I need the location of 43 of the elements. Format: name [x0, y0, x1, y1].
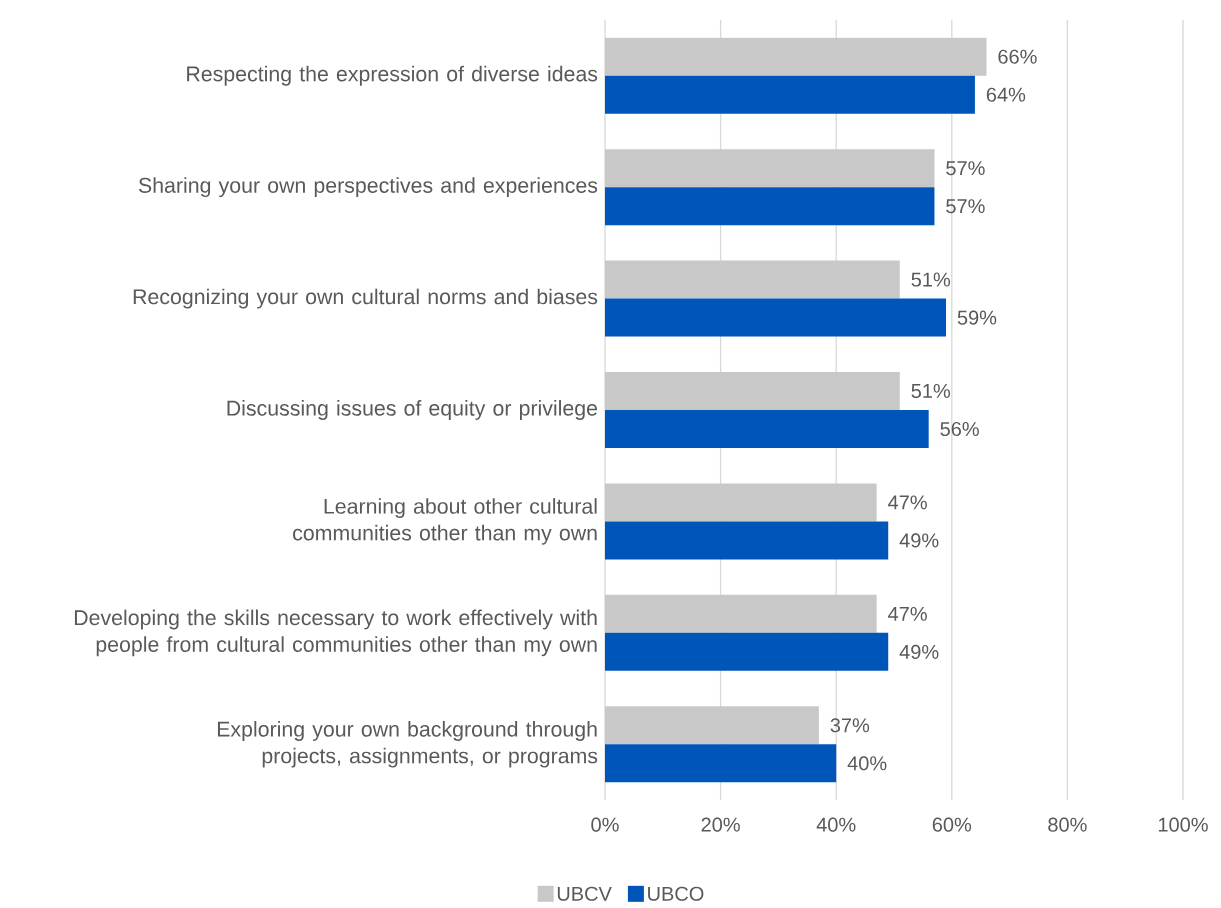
- x-tick-label: 0%: [591, 817, 619, 832]
- data-label: 57%: [946, 161, 985, 176]
- data-label: 49%: [899, 644, 939, 659]
- bar: [605, 410, 929, 449]
- bar: [605, 75, 975, 114]
- bar: [605, 521, 889, 560]
- data-label: 57%: [946, 199, 985, 214]
- x-tick-label: 20%: [701, 817, 740, 832]
- y-tick-label: Discussing issues of equity or privilege: [227, 400, 598, 420]
- y-tick-label: Developing the skills necessary to work effectively with people from cultural communities other than my own: [74, 609, 597, 657]
- data-label: 59%: [957, 310, 997, 325]
- y-tick-label: Learning about other cultural communities other than my own: [293, 498, 597, 545]
- y-tick-label: Exploring your own background through projects, assignments, or programs: [217, 721, 598, 768]
- legend-label: UBCV: [557, 886, 612, 901]
- data-label: 66%: [998, 49, 1037, 64]
- bar: [605, 298, 947, 337]
- data-label: 51%: [911, 383, 951, 399]
- data-label: 49%: [899, 533, 939, 548]
- data-label: 56%: [940, 421, 979, 437]
- bar: [605, 37, 987, 76]
- y-tick-label: Sharing your own perspectives and experiences: [138, 177, 598, 198]
- x-tick-label: 60%: [932, 817, 972, 832]
- data-label: 47%: [888, 495, 927, 510]
- bar: [605, 483, 877, 522]
- bar: [605, 632, 889, 671]
- data-label: 37%: [830, 718, 870, 733]
- bar: [605, 372, 900, 411]
- data-label: 40%: [847, 756, 887, 771]
- data-label: 47%: [888, 606, 927, 621]
- data-label: 64%: [986, 87, 1026, 102]
- x-tick-label: 80%: [1048, 817, 1087, 832]
- bar: [605, 594, 877, 633]
- x-tick-label: 100%: [1158, 817, 1208, 832]
- bar: [605, 260, 900, 299]
- data-label: 51%: [911, 272, 951, 287]
- bar: [605, 706, 819, 745]
- y-tick-label: Recognizing your own cultural norms and biases: [133, 288, 598, 309]
- bar: [605, 149, 935, 188]
- legend-label: UBCO: [648, 886, 704, 901]
- bar: [605, 187, 935, 226]
- x-tick-label: 40%: [816, 817, 856, 832]
- bar: [605, 744, 837, 783]
- y-tick-label: Respecting the expression of diverse ideas: [187, 65, 598, 86]
